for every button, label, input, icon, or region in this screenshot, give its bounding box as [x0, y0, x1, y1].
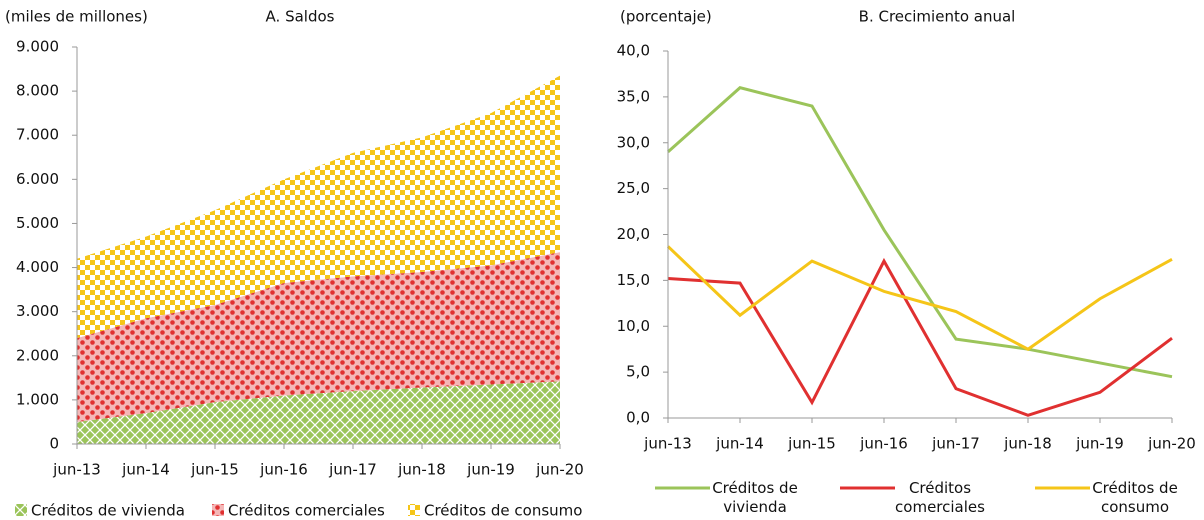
y-tick-label: 9.000: [16, 38, 59, 56]
y-tick-label: 40,0: [617, 42, 650, 60]
axis-label: (miles de millones): [5, 8, 148, 26]
chart-title: B. Crecimiento anual: [859, 8, 1016, 26]
x-tick-label: jun-17: [328, 461, 377, 479]
y-tick-label: 10,0: [617, 317, 650, 335]
x-tick-label: jun-14: [121, 461, 170, 479]
legend-label: Créditos de vivienda: [31, 502, 185, 520]
x-tick-label: jun-13: [52, 461, 101, 479]
chart-title: A. Saldos: [266, 8, 335, 26]
x-tick-label: jun-17: [931, 435, 980, 453]
y-tick-label: 5,0: [626, 363, 650, 381]
x-tick-label: jun-14: [715, 435, 764, 453]
x-tick-label: jun-13: [643, 435, 692, 453]
y-tick-label: 6.000: [16, 170, 59, 188]
x-tick-label: jun-20: [535, 461, 584, 479]
y-tick-label: 25,0: [617, 179, 650, 197]
x-tick-label: jun-19: [466, 461, 515, 479]
line: [667, 257, 1173, 417]
legend-swatch: [15, 504, 27, 516]
area: [77, 75, 560, 339]
legend-label: Créditos comerciales: [895, 479, 985, 516]
legend-label: Créditos de consumo: [424, 502, 582, 520]
line: [666, 245, 1173, 351]
x-tick-label: jun-18: [397, 461, 446, 479]
y-tick-label: 35,0: [617, 87, 650, 105]
x-tick-label: jun-16: [259, 461, 308, 479]
y-tick-label: 15,0: [617, 271, 650, 289]
area: [77, 381, 560, 444]
legend-swatch: [212, 504, 224, 516]
line: [667, 86, 1173, 379]
x-tick-label: jun-15: [190, 461, 239, 479]
y-tick-label: 30,0: [617, 133, 650, 151]
area: [77, 252, 560, 422]
axis-label: (porcentaje): [620, 8, 712, 26]
y-tick-label: 0: [49, 435, 59, 453]
x-tick-label: jun-20: [1147, 435, 1196, 453]
legend-swatch: [408, 504, 420, 516]
y-tick-label: 5.000: [16, 214, 59, 232]
x-tick-label: jun-16: [859, 435, 908, 453]
x-tick-label: jun-15: [787, 435, 836, 453]
x-tick-label: jun-19: [1075, 435, 1124, 453]
y-tick-label: 3.000: [16, 302, 59, 320]
legend-label: Créditos de vivienda: [712, 479, 798, 516]
y-tick-label: 7.000: [16, 126, 59, 144]
y-tick-label: 1.000: [16, 390, 59, 408]
y-tick-label: 20,0: [617, 225, 650, 243]
y-tick-label: 2.000: [16, 346, 59, 364]
x-tick-label: jun-18: [1003, 435, 1052, 453]
y-tick-label: 8.000: [16, 82, 59, 100]
y-tick-label: 4.000: [16, 258, 59, 276]
legend-label: Créditos comerciales: [228, 502, 385, 520]
y-tick-label: 0,0: [626, 409, 650, 427]
legend-label: Créditos de consumo: [1092, 479, 1178, 516]
